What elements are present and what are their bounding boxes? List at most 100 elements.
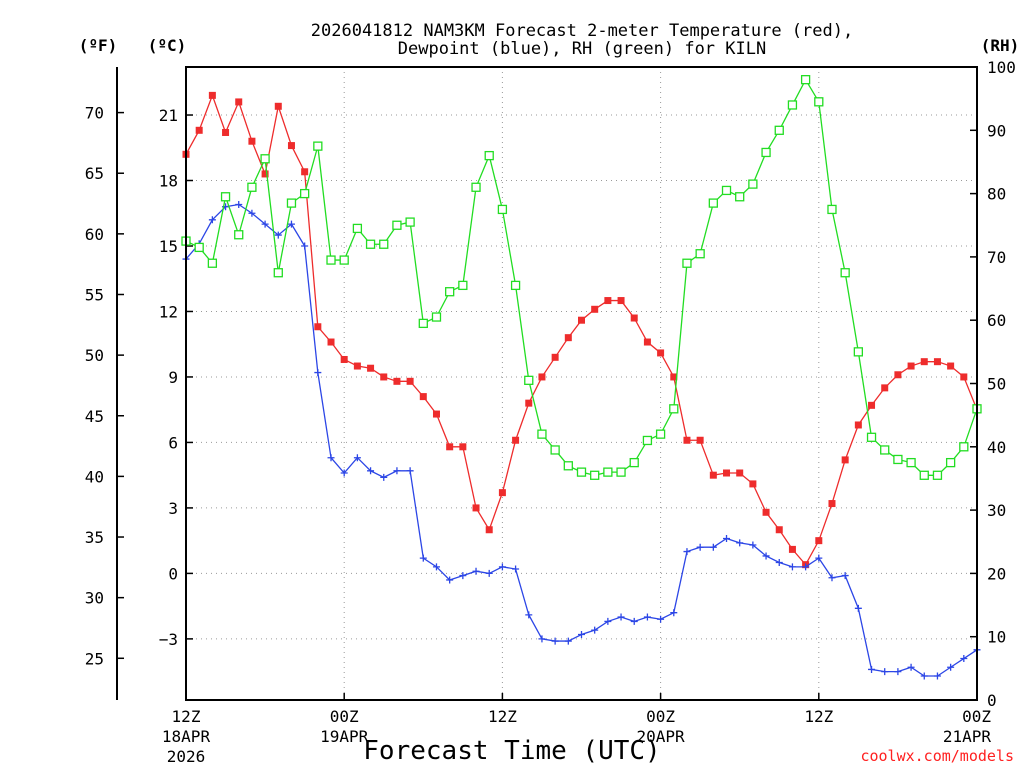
2-meter-temperature-point (498, 489, 506, 497)
dewpoint-point (248, 209, 256, 217)
rh-point (906, 457, 916, 468)
2-meter-temperature-point (841, 456, 849, 464)
dewpoint-point (696, 543, 704, 551)
2-meter-temperature-point (920, 358, 928, 366)
2-meter-temperature-point (709, 471, 717, 479)
fahrenheit-tick-label: 40 (85, 467, 104, 486)
time-tick-label: 00Z (330, 707, 359, 726)
2-meter-temperature-point (208, 91, 216, 99)
celsius-tick-label: 15 (159, 237, 178, 256)
rh-point (471, 182, 481, 192)
rh-tick-label: 90 (987, 121, 1006, 140)
celsius-tick-label: 9 (168, 368, 178, 387)
2-meter-temperature-point (828, 500, 836, 508)
celsius-tick-label: 12 (159, 302, 178, 321)
2-meter-temperature-point (933, 358, 941, 366)
dewpoint-point (617, 613, 625, 621)
dewpoint-point (749, 541, 757, 549)
fahrenheit-tick-label: 55 (85, 285, 104, 304)
dewpoint-point (274, 231, 282, 239)
2-meter-temperature-point (512, 436, 520, 444)
fahrenheit-axis: 25 30 35 40 45 50 55 60 65 70 (85, 104, 124, 668)
dewpoint-point (775, 558, 783, 566)
dewpoint-point (894, 668, 902, 676)
rh-tick-label: 100 (987, 58, 1016, 77)
2-meter-temperature-point (525, 399, 533, 407)
rh-point (603, 467, 613, 477)
2-meter-temperature-point (327, 338, 335, 346)
dewpoint-point (709, 543, 717, 551)
dewpoint-point (446, 576, 454, 584)
dewpoint-point (419, 554, 427, 562)
fahrenheit-tick-label: 50 (85, 346, 104, 365)
dewpoint-point (762, 552, 770, 560)
rh-point (932, 470, 943, 480)
celsius-tick-label: 18 (159, 172, 178, 191)
rh-point (827, 204, 837, 215)
rh-point (866, 432, 877, 442)
dewpoint-point (802, 563, 810, 571)
rh-point (642, 435, 653, 446)
2-meter-temperature-point (419, 393, 427, 401)
rh-point (510, 280, 521, 291)
dewpoint-point (643, 613, 651, 621)
time-tick-year-label: 2026 (167, 747, 206, 766)
dewpoint-point (432, 563, 440, 571)
dewpoint-point (235, 201, 243, 209)
rh-point (247, 182, 257, 192)
dewpoint-point (564, 637, 572, 645)
rh-tick-label: 70 (987, 248, 1006, 267)
dewpoint-point (960, 655, 968, 663)
2-meter-temperature-point (815, 537, 823, 545)
dewpoint-point (459, 572, 467, 580)
2-meter-temperature-point (736, 469, 744, 477)
rh-point (853, 347, 863, 357)
x-axis-label: Forecast Time (UTC) (363, 736, 660, 766)
rh-point (576, 467, 587, 477)
rh-point (880, 445, 890, 455)
rh-point (299, 188, 310, 199)
dewpoint-point (841, 572, 849, 580)
dewpoint-point (920, 672, 928, 680)
2-meter-temperature-point (551, 353, 559, 361)
dewpoint-point (525, 611, 533, 619)
2-meter-temperature-point (314, 323, 322, 331)
dewpoint-point (367, 467, 375, 475)
dewpoint-point (406, 467, 414, 475)
2-meter-temperature-point (380, 373, 388, 381)
2-meter-temperature-point (393, 377, 401, 385)
rh-series (181, 75, 982, 480)
dewpoint-point (485, 569, 493, 577)
rh-tick-label: 40 (987, 438, 1006, 457)
dewpoint-point (788, 563, 796, 571)
fahrenheit-tick-label: 25 (85, 649, 104, 668)
dewpoint-point (538, 635, 546, 643)
rh-point (484, 150, 494, 161)
2-meter-temperature-point (578, 316, 585, 324)
2-meter-temperature-point (301, 168, 309, 176)
rh-tick-label: 20 (987, 564, 1006, 583)
2-meter-temperature-point (630, 314, 638, 322)
rh-point (339, 255, 349, 265)
rh-tick-label: 0 (987, 691, 997, 710)
chart-title-line-2: Dewpoint (blue), RH (green) for KILN (398, 39, 766, 59)
rh-point (616, 467, 626, 477)
dewpoint-point (868, 665, 876, 673)
2-meter-temperature-point (274, 102, 282, 110)
dewpoint-point (551, 637, 559, 645)
rh-point (550, 445, 560, 455)
fahrenheit-unit-label: (ºF) (79, 36, 118, 55)
rh-point (207, 258, 218, 268)
2-meter-temperature-point (287, 142, 295, 150)
dewpoint-point (736, 539, 744, 547)
dewpoint-point (498, 563, 506, 571)
fahrenheit-tick-label: 35 (85, 528, 104, 547)
rh-axis: 0 10 20 30 40 50 60 70 80 90 100 (970, 58, 1016, 710)
rh-point (497, 204, 508, 215)
credit-label: coolwx.com/models (860, 747, 1014, 765)
2-meter-temperature-point (775, 526, 783, 534)
dewpoint-point (578, 631, 585, 639)
dewpoint-point (947, 663, 955, 671)
rh-point (418, 318, 428, 329)
